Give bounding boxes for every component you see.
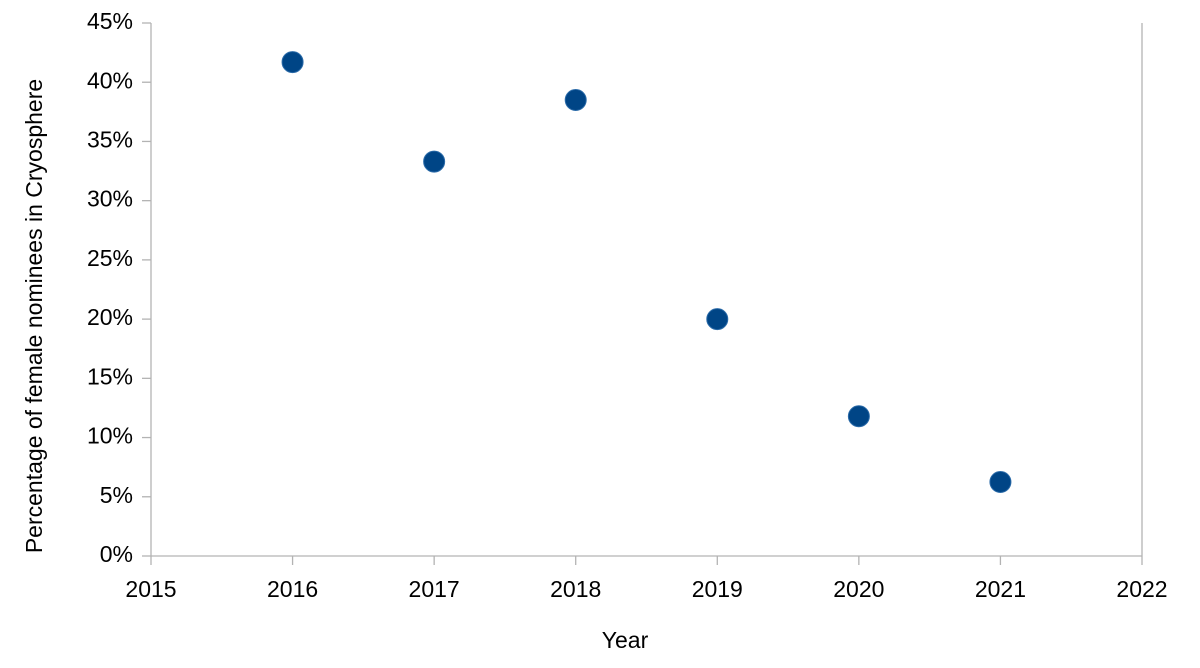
x-tick-label: 2020 xyxy=(833,576,884,602)
y-tick-label: 5% xyxy=(100,482,133,508)
y-tick-label: 45% xyxy=(87,8,133,34)
y-tick-label: 10% xyxy=(87,423,133,449)
y-tick-label: 20% xyxy=(87,304,133,330)
x-tick-label: 2021 xyxy=(975,576,1026,602)
y-tick-label: 25% xyxy=(87,245,133,271)
data-point xyxy=(281,51,304,74)
x-tick-label: 2015 xyxy=(125,576,176,602)
x-tick-label: 2022 xyxy=(1116,576,1167,602)
y-tick-label: 0% xyxy=(100,541,133,567)
y-tick-label: 30% xyxy=(87,186,133,212)
x-axis-label: Year xyxy=(602,627,649,653)
x-tick-label: 2016 xyxy=(267,576,318,602)
x-tick-label: 2018 xyxy=(550,576,601,602)
x-tick-label: 2019 xyxy=(692,576,743,602)
data-point xyxy=(847,405,870,428)
y-tick-label: 40% xyxy=(87,67,133,93)
data-point xyxy=(706,308,729,331)
data-point xyxy=(989,470,1012,493)
y-tick-label: 35% xyxy=(87,127,133,153)
data-point xyxy=(423,150,446,173)
x-tick-label: 2017 xyxy=(409,576,460,602)
y-axis-label: Percentage of female nominees in Cryosph… xyxy=(21,79,47,553)
y-tick-label: 15% xyxy=(87,363,133,389)
data-point xyxy=(564,88,587,111)
